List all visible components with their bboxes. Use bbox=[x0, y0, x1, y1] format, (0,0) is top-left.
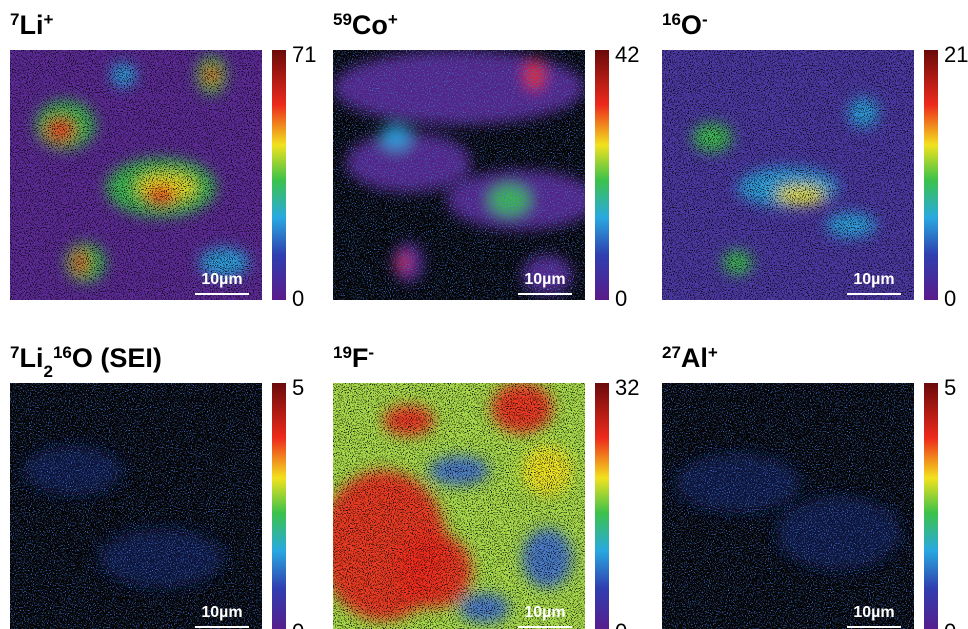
panel: 19F- 10µm 32 0 bbox=[320, 343, 639, 629]
colorbar-max: 5 bbox=[292, 375, 304, 400]
colorbar bbox=[272, 50, 286, 300]
label-part: + bbox=[388, 10, 398, 29]
figure: 7Li+10µm71059Co+10µm42016O-10µm2107Li216… bbox=[0, 0, 968, 629]
colorbar-min: 0 bbox=[615, 619, 627, 629]
label-part: 19 bbox=[333, 343, 352, 362]
colorbar bbox=[924, 383, 938, 629]
colorbar-min: 0 bbox=[615, 286, 627, 311]
label-part: 27 bbox=[662, 343, 681, 362]
panel: 27Al+10µm50 bbox=[662, 343, 956, 629]
label-part: 7 bbox=[10, 10, 19, 29]
label-part: O bbox=[681, 10, 702, 40]
panel-label: 27Al+ bbox=[662, 343, 718, 374]
label-part: Al bbox=[681, 343, 708, 373]
label-part: 2 bbox=[43, 362, 52, 381]
colorbar-max: 71 bbox=[292, 42, 316, 67]
panel: 16O- 10µm 21 0 bbox=[662, 10, 968, 312]
panel-label: 19F- bbox=[333, 343, 374, 374]
scale-bar-label: 10µm bbox=[201, 604, 242, 621]
colorbar-max: 5 bbox=[944, 375, 956, 400]
colorbar-max: 42 bbox=[615, 42, 639, 67]
scale-bar-label: 10µm bbox=[524, 271, 565, 288]
scale-bar-label: 10µm bbox=[524, 604, 565, 621]
label-part: Li bbox=[19, 10, 43, 40]
panel-label: 16O- bbox=[662, 10, 708, 41]
label-part: F bbox=[352, 343, 369, 373]
colorbar bbox=[595, 50, 609, 300]
colorbar-min: 0 bbox=[944, 619, 956, 629]
colorbar-max: 32 bbox=[615, 375, 639, 400]
scale-bar-label: 10µm bbox=[201, 271, 242, 288]
colorbar-min: 0 bbox=[944, 286, 956, 311]
label-part: 59 bbox=[333, 10, 352, 29]
map-image bbox=[320, 383, 585, 629]
panel: 7Li216O (SEI) 10µm 5 0 bbox=[10, 343, 304, 629]
map-image bbox=[333, 50, 598, 300]
label-part: - bbox=[368, 343, 374, 362]
colorbar-min: 0 bbox=[292, 619, 304, 629]
scale-bar-label: 10µm bbox=[853, 604, 894, 621]
map-image bbox=[10, 50, 262, 300]
colorbar-max: 21 bbox=[944, 42, 968, 67]
panel-label: 59Co+ bbox=[333, 10, 398, 41]
colorbar bbox=[924, 50, 938, 300]
colorbar bbox=[272, 383, 286, 629]
label-part: 7 bbox=[10, 343, 19, 362]
panel-label: 7Li+ bbox=[10, 10, 53, 41]
map-image bbox=[662, 383, 914, 629]
colorbar-min: 0 bbox=[292, 286, 304, 311]
map-image bbox=[10, 383, 262, 629]
map-image bbox=[662, 50, 914, 300]
label-part: Co bbox=[352, 10, 388, 40]
label-part: - bbox=[702, 10, 708, 29]
panel-label: 7Li216O (SEI) bbox=[10, 343, 162, 381]
colorbar bbox=[595, 383, 609, 629]
label-part: 16 bbox=[662, 10, 681, 29]
label-part: 16 bbox=[53, 343, 72, 362]
label-part: O (SEI) bbox=[72, 343, 162, 373]
label-part: Li bbox=[19, 343, 43, 373]
label-part: + bbox=[708, 343, 718, 362]
label-part: + bbox=[43, 10, 53, 29]
scale-bar-label: 10µm bbox=[853, 271, 894, 288]
